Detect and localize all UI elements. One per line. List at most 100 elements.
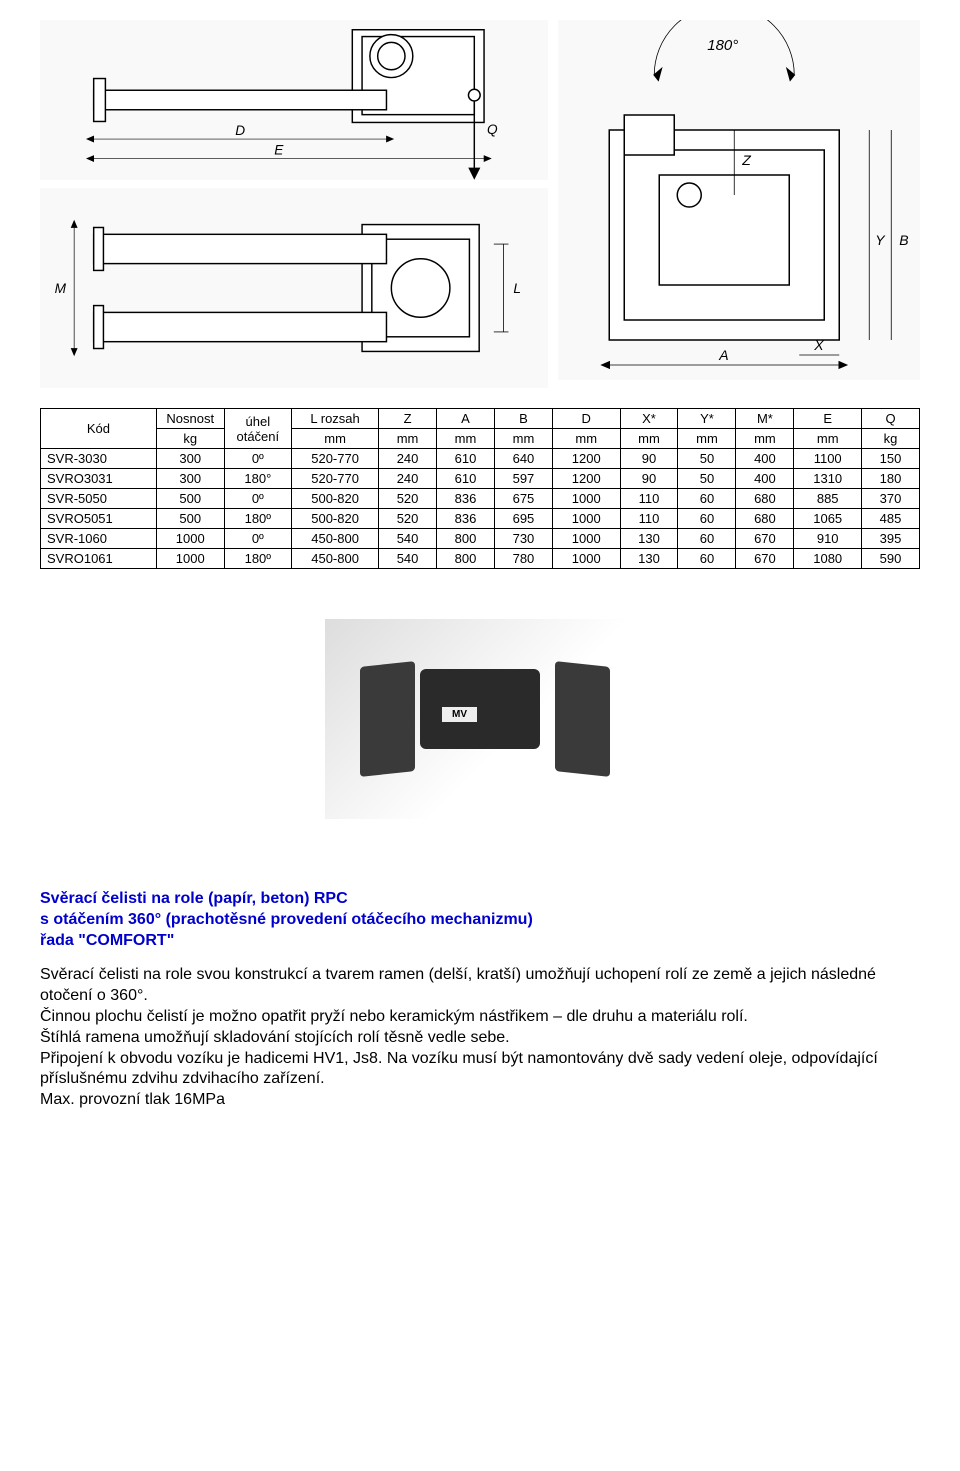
table-cell: 670 bbox=[736, 529, 794, 549]
table-cell: 1000 bbox=[156, 549, 224, 569]
body-paragraph: Připojení k obvodu vozíku je hadicemi HV… bbox=[40, 1049, 920, 1091]
col-unit: mm bbox=[678, 429, 736, 449]
table-cell: 240 bbox=[379, 469, 437, 489]
table-cell: 800 bbox=[437, 549, 495, 569]
table-cell: 675 bbox=[494, 489, 552, 509]
col-unit: mm bbox=[620, 429, 678, 449]
col-unit: mm bbox=[379, 429, 437, 449]
table-row: SVR-50505000º500-82052083667510001106068… bbox=[41, 489, 920, 509]
table-cell: 800 bbox=[437, 529, 495, 549]
table-cell: SVR-3030 bbox=[41, 449, 157, 469]
col-header: Nosnost bbox=[156, 409, 224, 429]
table-cell: 610 bbox=[437, 449, 495, 469]
table-cell: 50 bbox=[678, 449, 736, 469]
table-cell: 60 bbox=[678, 549, 736, 569]
table-cell: 300 bbox=[156, 449, 224, 469]
table-cell: 520-770 bbox=[292, 449, 379, 469]
col-header: B bbox=[494, 409, 552, 429]
table-cell: 0º bbox=[224, 529, 292, 549]
dim-Q-label: Q bbox=[487, 122, 498, 137]
table-cell: 1080 bbox=[794, 549, 862, 569]
table-cell: 50 bbox=[678, 469, 736, 489]
table-cell: 500 bbox=[156, 489, 224, 509]
table-cell: 680 bbox=[736, 489, 794, 509]
table-cell: 836 bbox=[437, 489, 495, 509]
table-cell: SVR-5050 bbox=[41, 489, 157, 509]
col-header: Z bbox=[379, 409, 437, 429]
table-cell: 610 bbox=[437, 469, 495, 489]
table-cell: SVRO5051 bbox=[41, 509, 157, 529]
col-header: L rozsah bbox=[292, 409, 379, 429]
table-cell: SVRO3031 bbox=[41, 469, 157, 489]
col-header: Q bbox=[862, 409, 920, 429]
title-line: Svěrací čelisti na role (papír, beton) R… bbox=[40, 889, 920, 910]
table-cell: 400 bbox=[736, 469, 794, 489]
table-cell: 695 bbox=[494, 509, 552, 529]
dim-Y-label: Y bbox=[875, 232, 886, 248]
table-cell: SVRO1061 bbox=[41, 549, 157, 569]
table-row: SVR-30303000º520-77024061064012009050400… bbox=[41, 449, 920, 469]
table-cell: 520 bbox=[379, 509, 437, 529]
table-cell: 1000 bbox=[156, 529, 224, 549]
col-header: úhel otáčení bbox=[224, 409, 292, 449]
dim-angle-label: 180° bbox=[707, 37, 738, 54]
top-view-drawing: M L bbox=[40, 188, 548, 388]
table-cell: 590 bbox=[862, 549, 920, 569]
table-cell: 130 bbox=[620, 529, 678, 549]
dim-B-label: B bbox=[899, 232, 908, 248]
table-cell: 730 bbox=[494, 529, 552, 549]
table-cell: 1000 bbox=[552, 549, 620, 569]
col-header: M* bbox=[736, 409, 794, 429]
section-title: Svěrací čelisti na role (papír, beton) R… bbox=[40, 889, 920, 951]
spec-table-header: KódNosnostúhel otáčeníL rozsahZABDX*Y*M*… bbox=[41, 409, 920, 449]
table-row: SVRO3031300180°520-770240610597120090504… bbox=[41, 469, 920, 489]
table-cell: 60 bbox=[678, 529, 736, 549]
table-cell: 90 bbox=[620, 449, 678, 469]
dim-Z-label: Z bbox=[741, 152, 751, 168]
table-cell: 300 bbox=[156, 469, 224, 489]
table-cell: 910 bbox=[794, 529, 862, 549]
col-unit: mm bbox=[552, 429, 620, 449]
col-header: Y* bbox=[678, 409, 736, 429]
table-cell: 60 bbox=[678, 509, 736, 529]
table-cell: 1200 bbox=[552, 449, 620, 469]
table-cell: 640 bbox=[494, 449, 552, 469]
table-cell: 1100 bbox=[794, 449, 862, 469]
table-cell: 597 bbox=[494, 469, 552, 489]
col-unit: mm bbox=[736, 429, 794, 449]
col-unit: mm bbox=[437, 429, 495, 449]
table-cell: 885 bbox=[794, 489, 862, 509]
table-cell: 520-770 bbox=[292, 469, 379, 489]
body-text: Svěrací čelisti na role svou konstrukcí … bbox=[40, 965, 920, 1111]
table-cell: 450-800 bbox=[292, 549, 379, 569]
table-cell: 180° bbox=[224, 469, 292, 489]
table-cell: 680 bbox=[736, 509, 794, 529]
dim-E-label: E bbox=[274, 143, 284, 158]
body-paragraph: Max. provozní tlak 16MPa bbox=[40, 1090, 920, 1111]
table-cell: 450-800 bbox=[292, 529, 379, 549]
spec-table: KódNosnostúhel otáčeníL rozsahZABDX*Y*M*… bbox=[40, 408, 920, 569]
table-cell: 485 bbox=[862, 509, 920, 529]
table-cell: 110 bbox=[620, 509, 678, 529]
clamp-brand-label: MV bbox=[442, 707, 477, 722]
table-cell: 500-820 bbox=[292, 509, 379, 529]
table-cell: 836 bbox=[437, 509, 495, 529]
col-unit: mm bbox=[794, 429, 862, 449]
technical-drawings: D E Q bbox=[40, 20, 920, 388]
table-cell: 90 bbox=[620, 469, 678, 489]
table-cell: 1000 bbox=[552, 489, 620, 509]
dim-M-label: M bbox=[55, 281, 67, 296]
table-cell: SVR-1060 bbox=[41, 529, 157, 549]
table-cell: 395 bbox=[862, 529, 920, 549]
table-cell: 370 bbox=[862, 489, 920, 509]
table-cell: 0º bbox=[224, 489, 292, 509]
table-cell: 1200 bbox=[552, 469, 620, 489]
table-cell: 1000 bbox=[552, 529, 620, 549]
title-line: s otáčením 360° (prachotěsné provedení o… bbox=[40, 910, 920, 931]
body-paragraph: Činnou plochu čelistí je možno opatřit p… bbox=[40, 1007, 920, 1028]
table-cell: 0º bbox=[224, 449, 292, 469]
table-cell: 670 bbox=[736, 549, 794, 569]
table-cell: 180º bbox=[224, 509, 292, 529]
table-cell: 60 bbox=[678, 489, 736, 509]
drawings-left-column: D E Q bbox=[40, 20, 548, 388]
